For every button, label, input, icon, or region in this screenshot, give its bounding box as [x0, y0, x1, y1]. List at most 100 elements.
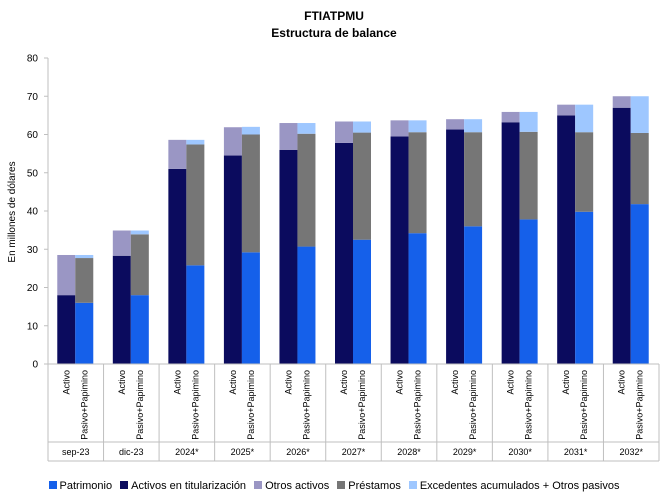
bar-segment-pasivo-1 — [297, 133, 316, 247]
y-tick-label: 80 — [27, 54, 39, 65]
bar-segment-pasivo-1 — [408, 132, 427, 234]
bar-segment-pasivo-0 — [75, 302, 94, 364]
bar-segment-pasivo-1 — [186, 144, 205, 266]
group-label: dic-23 — [119, 447, 144, 457]
legend-swatch — [120, 481, 129, 489]
bar-label: Activo — [450, 370, 460, 395]
bar-segment-pasivo-1 — [241, 134, 260, 253]
y-tick-label: 70 — [27, 92, 39, 103]
balance-chart: FTIATPMU Estructura de balance En millon… — [7, 9, 660, 462]
chart-subtitle: Estructura de balance — [271, 26, 397, 40]
y-axis: 0 10 20 30 40 50 60 70 80 — [27, 54, 49, 371]
bar-label: Pasivo+Papimino — [79, 370, 89, 440]
legend: Patrimonio Activos en titularización Otros… — [0, 480, 668, 492]
bar-label: Activo — [395, 370, 405, 395]
group-label: 2031* — [564, 447, 588, 457]
bar-segment-pasivo-2 — [130, 230, 149, 235]
bar-segment-pasivo-0 — [519, 219, 538, 364]
bar-segment-pasivo-2 — [464, 119, 483, 133]
bar-label: Activo — [117, 370, 127, 395]
bar-segment-activo-0 — [223, 155, 242, 364]
y-tick-label: 30 — [27, 245, 39, 256]
bar-label: Activo — [172, 370, 182, 395]
bar-segment-pasivo-2 — [297, 123, 316, 134]
bar-segment-activo-1 — [557, 104, 576, 116]
bar-label: Pasivo+Papimino — [357, 370, 367, 440]
bar-segment-activo-1 — [335, 121, 353, 143]
bar-segment-pasivo-0 — [464, 226, 483, 364]
y-tick-label: 20 — [27, 283, 39, 294]
legend-label: Patrimonio — [59, 480, 113, 492]
bar-segment-pasivo-0 — [186, 265, 205, 364]
bar-label: Pasivo+Papimino — [413, 370, 423, 440]
group-label: 2032* — [619, 447, 643, 457]
legend-label: Préstamos — [348, 480, 401, 492]
legend-swatch — [408, 481, 417, 489]
legend-item: Préstamos — [337, 480, 401, 492]
bar-label: Pasivo+Papimino — [524, 370, 534, 440]
bar-label: Activo — [283, 370, 293, 395]
bar-segment-pasivo-2 — [75, 254, 94, 259]
group-label: 2028* — [397, 447, 421, 457]
bar-segment-pasivo-1 — [575, 132, 594, 212]
bar-label: Pasivo+Papimino — [190, 370, 200, 440]
bar-segment-activo-0 — [446, 129, 465, 364]
y-axis-label: En millones de dólares — [7, 161, 18, 262]
y-tick-label: 10 — [27, 321, 39, 332]
bar-segment-activo-1 — [112, 230, 131, 256]
bar-segment-activo-1 — [612, 96, 631, 108]
y-tick-label: 40 — [27, 207, 39, 218]
bar-segment-pasivo-1 — [75, 258, 94, 303]
y-tick-label: 50 — [27, 168, 39, 179]
bar-segment-activo-0 — [501, 122, 520, 364]
bar-segment-pasivo-0 — [353, 239, 371, 364]
bar-segment-pasivo-0 — [408, 233, 427, 364]
bar-segment-activo-1 — [57, 254, 76, 296]
legend-label: Excedentes acumulados + Otros pasivos — [419, 480, 620, 492]
group-label: 2027* — [342, 447, 366, 457]
bar-label: Pasivo+Papimino — [301, 370, 311, 440]
bar-segment-pasivo-2 — [575, 104, 594, 133]
bar-label: Activo — [228, 370, 238, 395]
bar-segment-pasivo-0 — [297, 246, 316, 364]
bar-segment-pasivo-1 — [464, 132, 483, 227]
bar-segment-activo-0 — [335, 142, 353, 364]
bar-label: Pasivo+Papimino — [579, 370, 589, 440]
bar-label: Activo — [61, 370, 71, 395]
bar-label: Activo — [506, 370, 516, 395]
bar-label: Pasivo+Papimino — [635, 370, 645, 440]
bar-segment-pasivo-2 — [241, 126, 260, 135]
y-tick-label: 60 — [27, 130, 39, 141]
bar-segment-activo-0 — [557, 115, 576, 364]
bar-segment-activo-0 — [390, 136, 409, 364]
legend-swatch — [48, 481, 57, 489]
group-label: 2026* — [286, 447, 310, 457]
legend-label: Activos en titularización — [131, 480, 247, 492]
bar-segment-activo-0 — [112, 255, 131, 364]
legend-item: Activos en titularización — [120, 480, 246, 492]
y-tick-label: 0 — [32, 360, 38, 371]
legend-item: Otros activos — [254, 480, 329, 492]
bar-segment-pasivo-2 — [519, 111, 538, 132]
bar-segment-pasivo-1 — [353, 132, 371, 240]
legend-item: Patrimonio — [48, 480, 113, 492]
bar-segment-pasivo-1 — [130, 234, 149, 296]
bars — [57, 96, 649, 364]
group-label: 2029* — [453, 447, 477, 457]
bar-segment-pasivo-0 — [630, 204, 649, 364]
x-axis: Activo Pasivo+Papimino sep-23 Activo Pasivo+… — [47, 363, 660, 462]
bar-label: Activo — [617, 370, 627, 395]
bar-segment-activo-1 — [223, 127, 242, 156]
group-label: 2030* — [508, 447, 532, 457]
bar-segment-activo-0 — [612, 107, 631, 364]
bar-label: Activo — [339, 370, 349, 395]
bar-segment-activo-0 — [279, 149, 298, 364]
bar-segment-pasivo-2 — [353, 121, 371, 133]
bar-segment-activo-0 — [57, 295, 76, 364]
bar-label: Activo — [561, 370, 571, 395]
legend-label: Otros activos — [265, 480, 330, 492]
legend-swatch — [337, 481, 346, 489]
bar-label: Pasivo+Papimino — [135, 370, 145, 440]
group-label: sep-23 — [62, 447, 90, 457]
bar-segment-activo-1 — [501, 111, 520, 123]
